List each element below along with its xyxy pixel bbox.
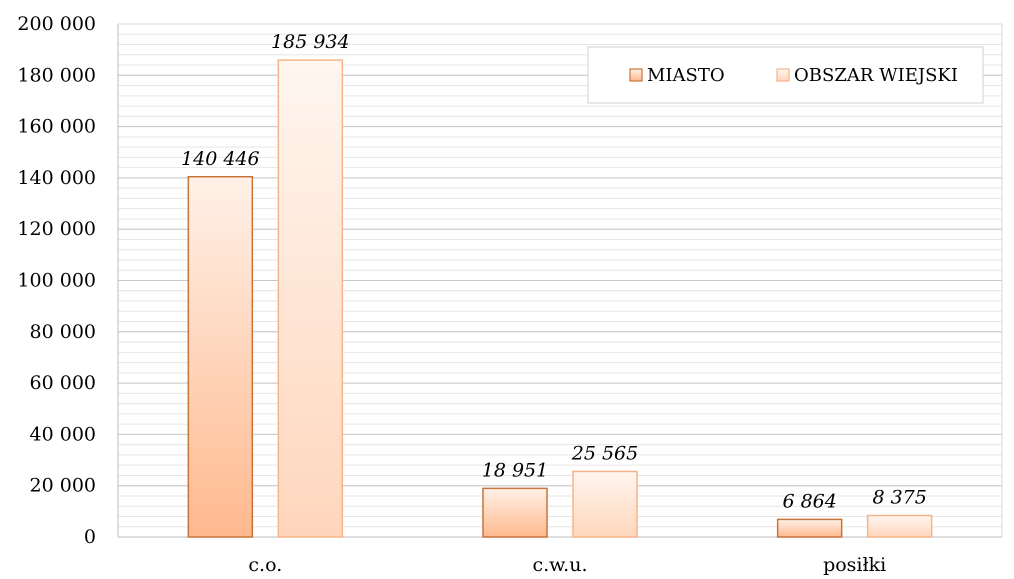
data-label: 185 934 xyxy=(271,31,350,53)
bar-obszar-wiejski xyxy=(277,59,344,538)
bar-miasto xyxy=(776,518,843,538)
bar-miasto xyxy=(482,487,548,538)
data-label: 18 951 xyxy=(482,459,548,481)
y-tick-label: 160 000 xyxy=(17,116,96,138)
bar-obszar-wiejski xyxy=(572,470,638,538)
legend-swatch xyxy=(776,68,790,82)
data-label: 6 864 xyxy=(782,490,836,512)
y-tick-label: 20 000 xyxy=(30,475,96,497)
y-tick-label: 80 000 xyxy=(30,321,96,343)
data-label: 8 375 xyxy=(872,487,926,509)
bar-obszar-wiejski xyxy=(866,514,933,538)
axes: 0 20 000 40 000 60 000 80 000 100 000 120 000 1… xyxy=(17,13,1003,576)
bars xyxy=(187,59,933,538)
bar-miasto xyxy=(187,176,254,538)
y-tick-label: 200 000 xyxy=(17,13,96,35)
legend-label: MIASTO xyxy=(647,65,725,86)
y-tick-label: 120 000 xyxy=(17,218,96,240)
x-tick-label: c.w.u. xyxy=(532,554,587,576)
data-label: 25 565 xyxy=(571,442,638,464)
y-tick-label: 100 000 xyxy=(17,270,96,292)
x-tick-label: c.o. xyxy=(248,554,282,576)
y-tick-label: 0 xyxy=(84,526,96,548)
y-tick-label: 40 000 xyxy=(30,423,96,445)
x-tick-label: posiłki xyxy=(823,554,886,576)
y-tick-label: 180 000 xyxy=(17,64,96,86)
y-tick-label: 140 000 xyxy=(17,167,96,189)
legend-label: OBSZAR WIEJSKI xyxy=(794,65,958,86)
legend-swatch xyxy=(629,68,643,82)
y-tick-label: 60 000 xyxy=(30,372,96,394)
data-label: 140 446 xyxy=(181,148,260,170)
data-labels: 140 446 185 934 18 951 25 565 6 864 8 375 xyxy=(181,31,927,512)
legend: MIASTO OBSZAR WIEJSKI xyxy=(587,46,984,104)
